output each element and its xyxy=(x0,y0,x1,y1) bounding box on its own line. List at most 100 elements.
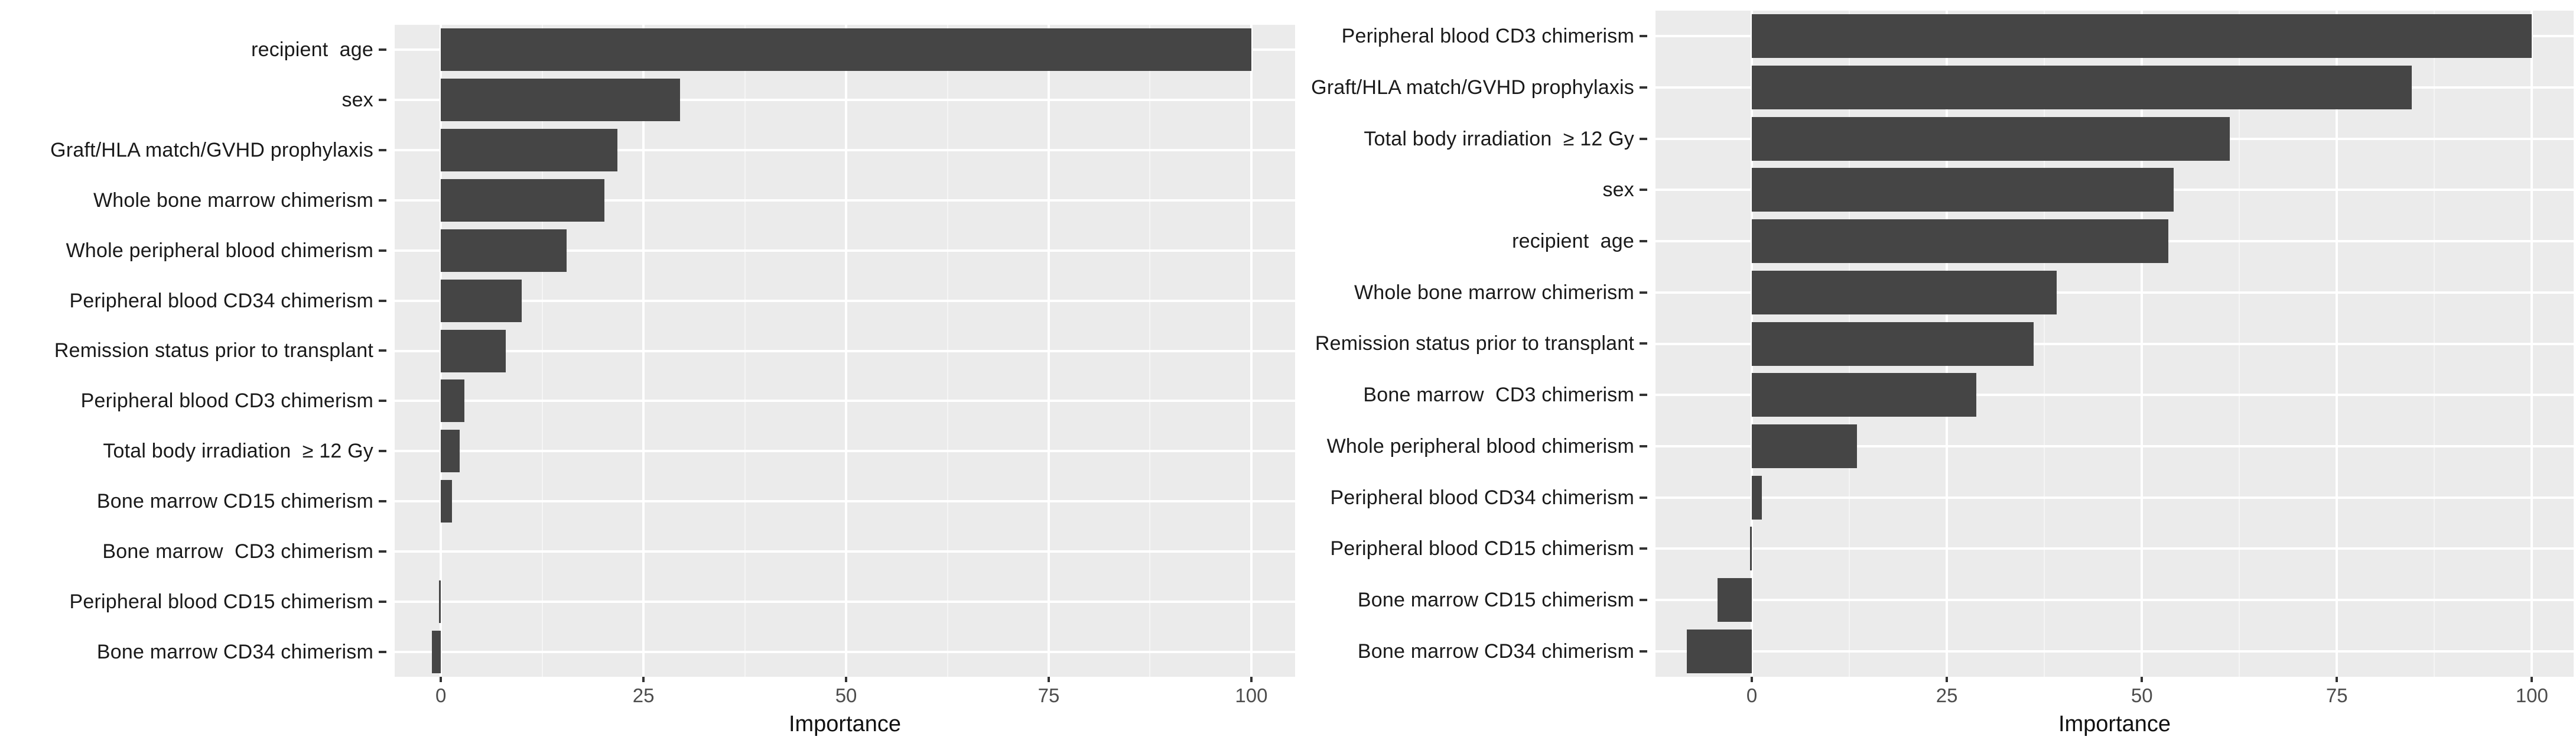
y-axis-label: recipient age xyxy=(251,38,373,61)
gridline-major-horizontal xyxy=(1655,291,2574,294)
x-axis-tick xyxy=(642,677,645,682)
y-axis-label: Bone marrow CD15 chimerism xyxy=(96,490,373,513)
x-axis-tick xyxy=(1047,677,1050,682)
x-axis-tick xyxy=(1250,677,1253,682)
y-axis-tick xyxy=(379,299,386,302)
y-axis-tick xyxy=(1640,598,1647,601)
y-axis-label-row: Total body irradiation ≥ 12 Gy xyxy=(1300,113,1647,164)
gridline-major-horizontal xyxy=(1655,547,2574,550)
y-axis-tick xyxy=(1640,189,1647,192)
y-axis-tick xyxy=(379,550,386,553)
y-axis-label-row: Whole bone marrow chimerism xyxy=(0,176,386,226)
y-axis-label-row: Bone marrow CD3 chimerism xyxy=(0,526,386,576)
x-axis-tick xyxy=(440,677,443,682)
y-axis-tick xyxy=(1640,650,1647,653)
gridline-major-horizontal xyxy=(395,550,1295,553)
bar xyxy=(1750,527,1752,571)
y-axis-tick xyxy=(1640,496,1647,499)
gridline-major-horizontal xyxy=(395,450,1295,453)
y-axis-tick xyxy=(1640,291,1647,294)
x-axis-tick-label: 100 xyxy=(1235,684,1268,706)
y-axis-tick xyxy=(1640,35,1647,38)
y-axis-labels: Peripheral blood CD3 chimerism Graft/HLA … xyxy=(1300,11,1647,677)
gridline-major-horizontal xyxy=(395,199,1295,202)
y-axis-label: Whole peripheral blood chimerism xyxy=(1326,434,1634,458)
plot-panel xyxy=(395,25,1295,677)
y-axis-label-row: Bone marrow CD15 chimerism xyxy=(0,476,386,527)
gridline-major-horizontal xyxy=(1655,598,2574,601)
y-axis-tick xyxy=(379,500,386,503)
y-axis-label: Peripheral blood CD15 chimerism xyxy=(1330,537,1634,560)
y-axis-label-row: Remission status prior to transplant xyxy=(1300,318,1647,369)
x-axis-tick-label: 75 xyxy=(2325,684,2348,706)
y-axis-label: Whole peripheral blood chimerism xyxy=(66,239,373,262)
y-axis-label: sex xyxy=(341,89,373,112)
bar xyxy=(1752,14,2532,59)
y-axis-label: Remission status prior to transplant xyxy=(1315,332,1634,355)
y-axis-tick xyxy=(379,650,386,653)
y-axis-label-row: Bone marrow CD15 chimerism xyxy=(1300,575,1647,626)
gridline-major-horizontal xyxy=(1655,650,2574,653)
y-axis-tick xyxy=(379,450,386,453)
bar xyxy=(441,279,522,322)
bar xyxy=(1752,424,1858,468)
x-axis-tick-label: 50 xyxy=(2131,684,2153,706)
y-axis-label-row: Whole bone marrow chimerism xyxy=(1300,267,1647,318)
y-axis-label-row: sex xyxy=(1300,164,1647,216)
gridline-major-horizontal xyxy=(395,349,1295,352)
gridline-major-horizontal xyxy=(1655,444,2574,447)
y-axis-label: Bone marrow CD15 chimerism xyxy=(1357,588,1634,611)
gridline-major-horizontal xyxy=(1655,342,2574,345)
y-axis-label: Peripheral blood CD3 chimerism xyxy=(1341,25,1634,48)
x-axis-tick xyxy=(845,677,848,682)
y-axis-tick xyxy=(379,249,386,252)
x-axis-tick-label: 25 xyxy=(632,684,655,706)
x-axis-title: Importance xyxy=(2058,712,2171,736)
y-axis-label-row: Peripheral blood CD3 chimerism xyxy=(0,376,386,426)
y-axis-tick xyxy=(1640,86,1647,89)
x-axis-tick-label: 50 xyxy=(835,684,857,706)
y-axis-label: recipient age xyxy=(1512,230,1634,253)
y-axis-label: Whole bone marrow chimerism xyxy=(93,189,373,212)
y-axis-tick xyxy=(379,600,386,603)
x-axis-tick xyxy=(2336,677,2338,682)
y-axis-label-row: Bone marrow CD3 chimerism xyxy=(1300,369,1647,421)
y-axis-label: Peripheral blood CD15 chimerism xyxy=(69,590,373,613)
y-axis-label: Bone marrow CD34 chimerism xyxy=(96,640,373,663)
bar xyxy=(441,480,453,523)
y-axis-tick xyxy=(1640,547,1647,550)
gridline-major-horizontal xyxy=(395,650,1295,653)
y-axis-tick xyxy=(379,149,386,152)
x-axis-tick-label: 0 xyxy=(1746,684,1758,706)
bar xyxy=(441,329,506,372)
gridline-major-horizontal xyxy=(1655,496,2574,499)
bar xyxy=(1752,270,2057,314)
x-axis-tick xyxy=(1946,677,1949,682)
y-axis-label: sex xyxy=(1602,179,1634,202)
x-axis-tick xyxy=(1751,677,1754,682)
bar xyxy=(1752,66,2412,110)
y-axis-label-row: Whole peripheral blood chimerism xyxy=(0,225,386,275)
y-axis-tick xyxy=(379,199,386,202)
bar xyxy=(1752,322,2034,366)
y-axis-tick xyxy=(1640,137,1647,140)
y-axis-label: Bone marrow CD34 chimerism xyxy=(1357,640,1634,663)
x-axis-tick-label: 100 xyxy=(2515,684,2548,706)
y-axis-label: Remission status prior to transplant xyxy=(54,339,373,362)
y-axis-label-row: Peripheral blood CD15 chimerism xyxy=(0,576,386,627)
x-axis-tick xyxy=(2531,677,2533,682)
bar xyxy=(1752,168,2174,212)
x-axis-tick-label: 0 xyxy=(435,684,447,706)
y-axis-label: Peripheral blood CD34 chimerism xyxy=(1330,486,1634,509)
gridline-major-horizontal xyxy=(395,149,1295,152)
x-axis-tick-label: 75 xyxy=(1037,684,1060,706)
gridline-major-horizontal xyxy=(1655,394,2574,397)
bar xyxy=(1717,577,1752,622)
gridline-major-horizontal xyxy=(395,299,1295,302)
bar xyxy=(432,630,441,673)
y-axis-label: Bone marrow CD3 chimerism xyxy=(1363,384,1634,407)
x-axis-tick xyxy=(2141,677,2144,682)
gridline-major-horizontal xyxy=(395,500,1295,503)
